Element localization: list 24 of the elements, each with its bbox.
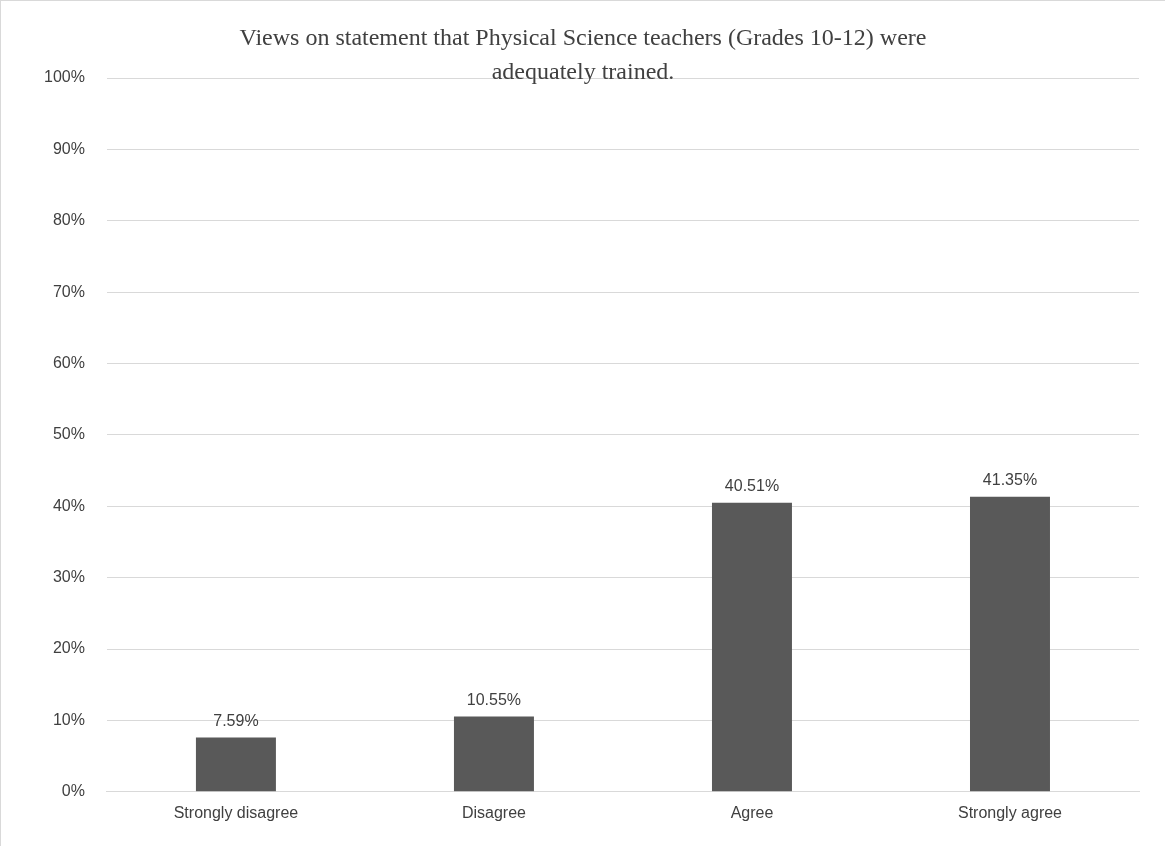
- x-tick-label: Strongly disagree: [173, 803, 299, 821]
- y-tick-label: 40%: [52, 496, 85, 514]
- y-tick-label: 90%: [52, 139, 85, 157]
- y-tick-label: 50%: [52, 425, 85, 443]
- bar: [195, 737, 276, 792]
- bar: [453, 716, 534, 792]
- y-tick-label: 100%: [44, 68, 85, 86]
- bar: [711, 502, 792, 792]
- data-label: 41.35%: [982, 471, 1038, 489]
- y-tick-label: 60%: [52, 353, 85, 371]
- x-tick-label: Disagree: [461, 803, 527, 821]
- bar: [970, 496, 1050, 792]
- data-label: 7.59%: [213, 712, 259, 730]
- y-tick-label: 10%: [52, 710, 85, 728]
- y-tick-label: 20%: [52, 639, 85, 657]
- chart-title: Views on statement that Physical Science teachers (Grades 10-12) were adequately trained.: [238, 23, 928, 86]
- data-label: 10.55%: [466, 690, 522, 708]
- y-tick-label: 80%: [52, 211, 85, 229]
- y-tick-label: 30%: [52, 568, 85, 586]
- y-tick-label: 0%: [61, 782, 85, 800]
- data-label: 40.51%: [724, 477, 780, 495]
- x-tick-label: Strongly agree: [957, 803, 1063, 821]
- y-tick-label: 70%: [52, 282, 85, 300]
- x-tick-label: Agree: [730, 803, 774, 821]
